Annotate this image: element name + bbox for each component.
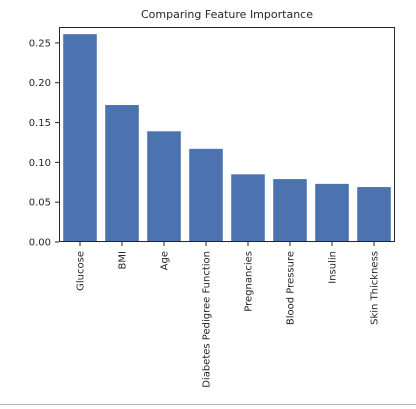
- x-tick-label: Blood Pressure: [286, 251, 297, 325]
- y-tick-label: 0.20: [29, 78, 51, 89]
- y-tick-label: 0.15: [29, 118, 51, 129]
- bar-blood-pressure: [273, 179, 307, 242]
- bottom-divider: [0, 404, 416, 405]
- y-axis: 0.00 0.05 0.10 0.15 0.20 0.25: [29, 38, 59, 249]
- y-tick-label: 0.00: [29, 238, 51, 249]
- y-tick-label: 0.05: [29, 198, 51, 209]
- y-tick-label: 0.10: [29, 158, 51, 169]
- x-tick-label: BMI: [118, 251, 129, 269]
- plot-frame: [59, 27, 395, 242]
- chart-title: Comparing Feature Importance: [141, 8, 313, 21]
- x-tick-label: Age: [160, 251, 171, 270]
- bar-pregnancies: [231, 174, 265, 242]
- bar-glucose: [63, 34, 97, 242]
- bar-insulin: [315, 183, 349, 242]
- bar-diabetes-pedigree-function: [189, 148, 223, 242]
- x-axis: Glucose BMI Age Diabetes Pedigree Function P…: [76, 242, 381, 388]
- bar-skin-thickness: [357, 187, 391, 242]
- x-tick-label: Diabetes Pedigree Function: [202, 251, 213, 388]
- x-tick-label: Skin Thickness: [370, 251, 381, 325]
- x-tick-label: Glucose: [76, 251, 87, 291]
- x-tick-label: Pregnancies: [244, 251, 255, 312]
- bar-age: [147, 131, 181, 242]
- bars-group: [63, 34, 391, 242]
- y-tick-label: 0.25: [29, 38, 51, 49]
- bar-bmi: [105, 105, 139, 242]
- x-tick-label: Insulin: [328, 251, 339, 284]
